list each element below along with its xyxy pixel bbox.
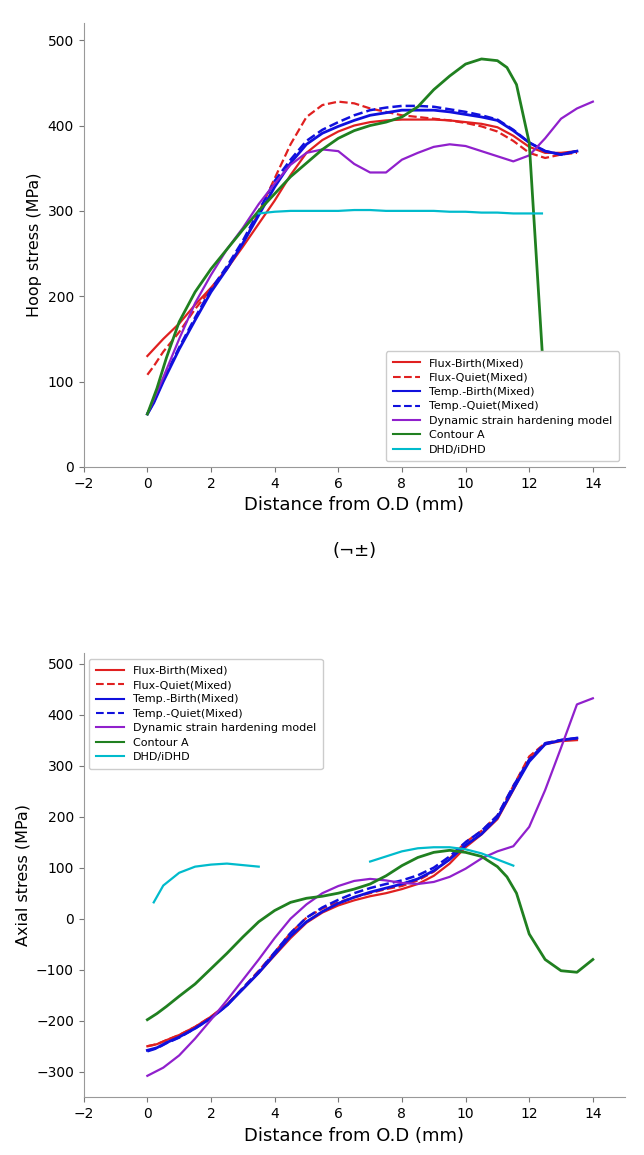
Y-axis label: Hoop stress (MPa): Hoop stress (MPa) [27, 173, 42, 318]
Text: (¬±): (¬±) [332, 543, 376, 560]
Legend: Flux-Birth(Mixed), Flux-Quiet(Mixed), Temp.-Birth(Mixed), Temp.-Quiet(Mixed), Dy: Flux-Birth(Mixed), Flux-Quiet(Mixed), Te… [386, 351, 619, 461]
X-axis label: Distance from O.D (mm): Distance from O.D (mm) [244, 1126, 464, 1145]
X-axis label: Distance from O.D (mm): Distance from O.D (mm) [244, 497, 464, 514]
Y-axis label: Axial stress (MPa): Axial stress (MPa) [15, 804, 30, 946]
Legend: Flux-Birth(Mixed), Flux-Quiet(Mixed), Temp.-Birth(Mixed), Temp.-Quiet(Mixed), Dy: Flux-Birth(Mixed), Flux-Quiet(Mixed), Te… [90, 660, 323, 769]
